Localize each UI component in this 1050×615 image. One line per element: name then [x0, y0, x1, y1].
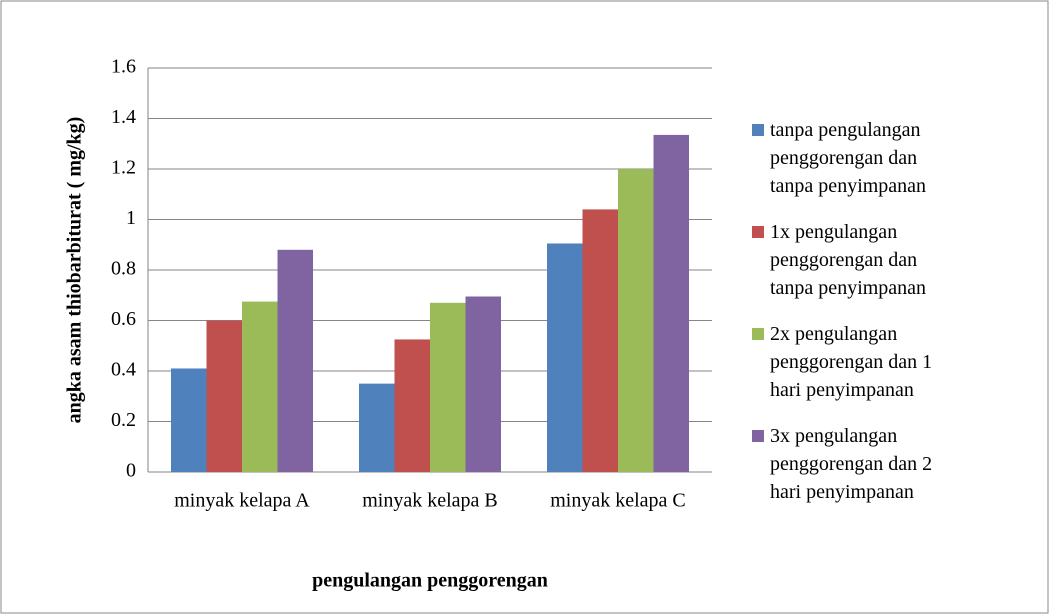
- bar: [242, 301, 278, 472]
- x-tick-label: minyak kelapa B: [362, 490, 498, 512]
- bar: [547, 243, 583, 472]
- legend-swatch: [752, 430, 764, 442]
- bar: [206, 320, 242, 472]
- legend-entry: 3x pengulangan penggorengan dan 2 hari p…: [752, 422, 942, 506]
- y-tick-label: 1: [126, 207, 136, 229]
- legend-label: 2x pengulangan penggorengan dan 1 hari p…: [770, 323, 933, 401]
- legend-entry: 1x pengulangan penggorengan dan tanpa pe…: [752, 218, 942, 302]
- x-tick-label: minyak kelapa C: [550, 490, 686, 512]
- bar: [277, 249, 313, 472]
- y-tick-label: 0.4: [111, 359, 136, 381]
- y-tick-label: 1.6: [111, 56, 136, 78]
- x-tick-label: minyak kelapa A: [174, 490, 310, 512]
- bar: [171, 368, 207, 472]
- bar: [359, 383, 395, 472]
- bar: [582, 209, 618, 472]
- y-tick-label: 0.8: [111, 258, 136, 280]
- bar: [653, 134, 689, 472]
- x-axis-title: pengulangan penggorengan: [312, 570, 548, 592]
- y-tick-label: 0: [126, 460, 136, 482]
- y-tick-label: 0.2: [111, 409, 136, 431]
- legend-label: 1x pengulangan penggorengan dan tanpa pe…: [770, 221, 927, 299]
- legend-swatch: [752, 124, 764, 136]
- legend-entry: 2x pengulangan penggorengan dan 1 hari p…: [752, 320, 942, 404]
- y-tick-label: 1.2: [111, 157, 136, 179]
- legend-label: 3x pengulangan penggorengan dan 2 hari p…: [770, 425, 933, 503]
- legend: tanpa pengulangan penggorengan dan tanpa…: [752, 116, 942, 524]
- bar: [465, 296, 501, 472]
- y-axis-title: angka asam thiobarbiturat ( mg/kg): [64, 117, 86, 424]
- legend-label: tanpa pengulangan penggorengan dan tanpa…: [770, 119, 927, 197]
- bar: [430, 302, 466, 472]
- legend-swatch: [752, 328, 764, 340]
- y-tick-label: 0.6: [111, 308, 136, 330]
- legend-swatch: [752, 226, 764, 238]
- bar: [394, 339, 430, 472]
- bar: [618, 169, 654, 472]
- y-tick-label: 1.4: [111, 106, 136, 128]
- legend-entry: tanpa pengulangan penggorengan dan tanpa…: [752, 116, 942, 200]
